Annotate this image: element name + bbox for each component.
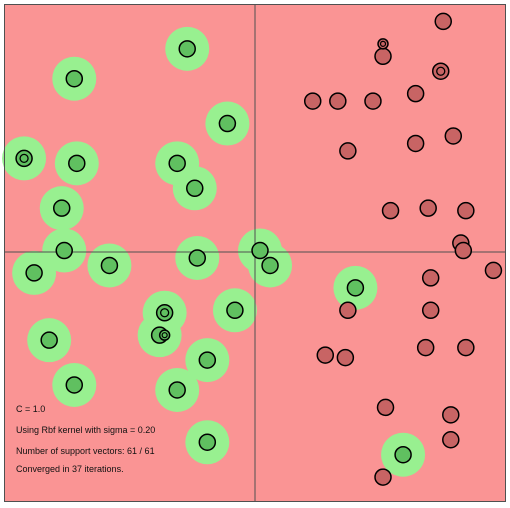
positive-point[interactable]	[40, 331, 58, 349]
negative-point[interactable]	[374, 468, 392, 486]
support-vector-marker	[159, 308, 170, 318]
negative-point[interactable]	[303, 92, 322, 110]
positive-point[interactable]	[178, 40, 196, 58]
c-parameter-label: C = 1.0	[16, 404, 46, 414]
positive-point[interactable]	[188, 249, 207, 267]
positive-point[interactable]	[218, 114, 237, 133]
negative-point[interactable]	[377, 38, 389, 50]
negative-point[interactable]	[457, 338, 475, 357]
positive-point[interactable]	[158, 329, 171, 341]
negative-point[interactable]	[421, 301, 440, 320]
positive-point[interactable]	[100, 256, 119, 275]
negative-point[interactable]	[316, 346, 335, 364]
negative-point[interactable]	[329, 92, 347, 110]
positive-point[interactable]	[198, 351, 217, 369]
negative-point[interactable]	[374, 47, 392, 66]
negative-point[interactable]	[381, 201, 400, 220]
negative-point[interactable]	[376, 398, 395, 417]
convergence-label: Converged in 37 iterations.	[16, 464, 124, 474]
positive-point[interactable]	[198, 433, 217, 451]
positive-point[interactable]	[25, 264, 43, 282]
positive-point[interactable]	[394, 445, 412, 464]
positive-point[interactable]	[186, 179, 204, 198]
positive-point[interactable]	[65, 376, 84, 394]
negative-point[interactable]	[444, 127, 463, 145]
negative-point[interactable]	[431, 62, 450, 80]
positive-point[interactable]	[168, 154, 186, 173]
support-vector-marker	[19, 153, 29, 164]
support-vector-count-label: Number of support vectors: 61 / 61	[16, 446, 155, 456]
positive-point[interactable]	[168, 381, 186, 399]
positive-point[interactable]	[261, 256, 279, 275]
support-vector-marker	[436, 66, 446, 76]
negative-point[interactable]	[421, 269, 440, 287]
negative-point[interactable]	[416, 338, 435, 357]
negative-point[interactable]	[484, 261, 503, 280]
negative-point[interactable]	[364, 92, 382, 110]
negative-point[interactable]	[419, 199, 437, 217]
negative-point[interactable]	[406, 134, 425, 153]
negative-point[interactable]	[434, 12, 452, 31]
positive-point[interactable]	[226, 301, 244, 320]
positive-point[interactable]	[155, 304, 174, 322]
negative-point[interactable]	[457, 201, 475, 220]
positive-point[interactable]	[52, 199, 71, 217]
negative-point[interactable]	[339, 301, 357, 320]
positive-point[interactable]	[68, 154, 86, 173]
positive-point[interactable]	[55, 241, 73, 260]
data-points-layer	[15, 12, 503, 486]
positive-point[interactable]	[251, 241, 269, 260]
negative-point[interactable]	[336, 348, 355, 367]
negative-point[interactable]	[454, 241, 473, 260]
plot-border	[4, 4, 506, 502]
negative-point[interactable]	[406, 84, 425, 103]
positive-point[interactable]	[15, 149, 33, 168]
positive-point[interactable]	[65, 69, 84, 88]
negative-point[interactable]	[442, 431, 460, 449]
support-vector-marker	[161, 332, 168, 339]
kernel-info-label: Using Rbf kernel with sigma = 0.20	[16, 425, 156, 435]
negative-point[interactable]	[339, 142, 357, 160]
support-vector-marker	[379, 40, 387, 47]
negative-point[interactable]	[442, 406, 460, 424]
positive-point[interactable]	[346, 279, 365, 297]
